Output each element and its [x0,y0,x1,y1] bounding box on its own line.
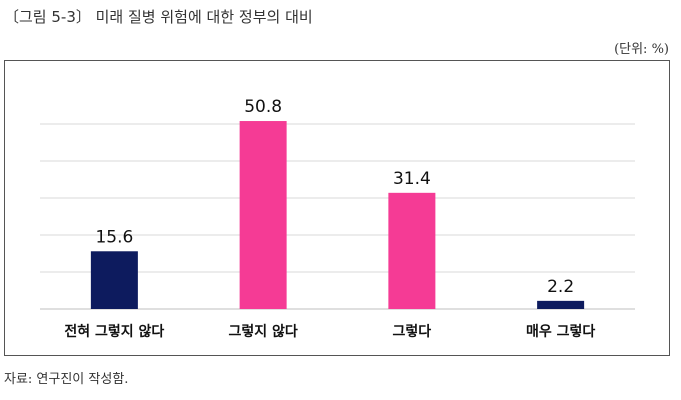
chart-frame: 15.6 전혀 그렇지 않다 50.8 그렇지 않다 31.4 그렇다 2.2 매우 그렇다 [4,60,670,356]
bar-2 [239,121,287,309]
data-label-3: 31.4 [393,169,431,189]
data-label-2: 50.8 [244,97,282,117]
figure-title: 〔그림 5-3〕 미래 질병 위험에 대한 정부의 대비 [4,8,313,26]
category-label-2: 그렇지 않다 [228,323,297,340]
source-note: 자료: 연구진이 작성함. [4,372,129,387]
unit-label: (단위: %) [614,42,669,57]
category-label-3: 그렇다 [393,324,432,340]
bar-chart: 15.6 전혀 그렇지 않다 50.8 그렇지 않다 31.4 그렇다 2.2 매우 그렇다 [40,97,635,340]
data-label-1: 15.6 [95,227,133,247]
data-label-4: 2.2 [547,277,574,297]
category-label-1: 전혀 그렇지 않다 [64,323,164,340]
bar-1 [90,251,138,309]
bar-4 [537,300,585,309]
bar-3 [388,192,436,309]
category-label-4: 매우 그렇다 [526,324,595,340]
